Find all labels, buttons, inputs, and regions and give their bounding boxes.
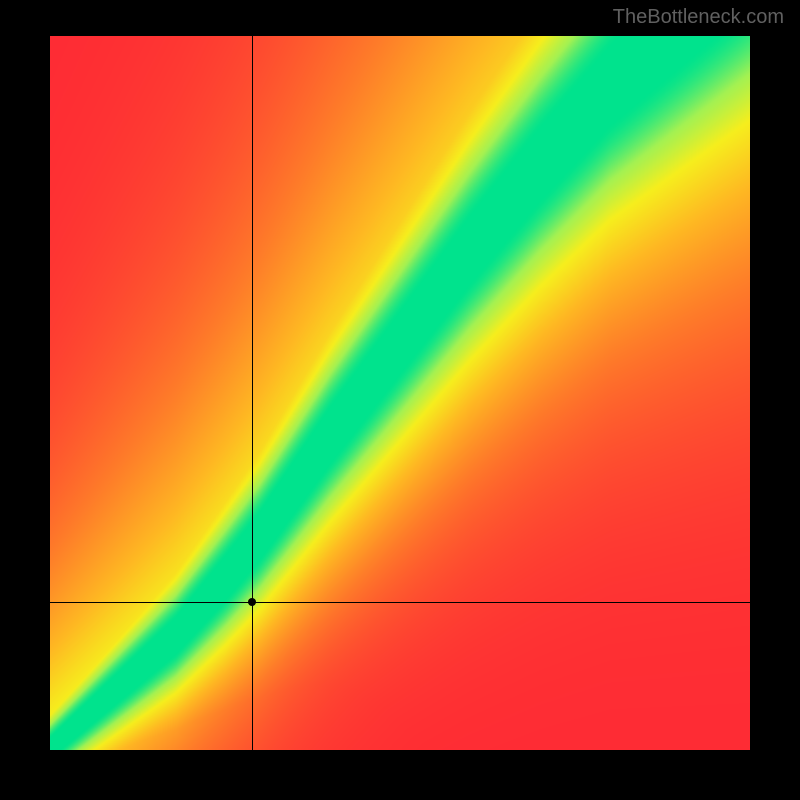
heatmap-plot (50, 36, 750, 750)
watermark-text: TheBottleneck.com (613, 6, 784, 29)
crosshair-vertical-line (252, 36, 253, 750)
heatmap-canvas (50, 36, 750, 750)
crosshair-marker-dot (248, 598, 256, 606)
crosshair-horizontal-line (50, 602, 750, 603)
